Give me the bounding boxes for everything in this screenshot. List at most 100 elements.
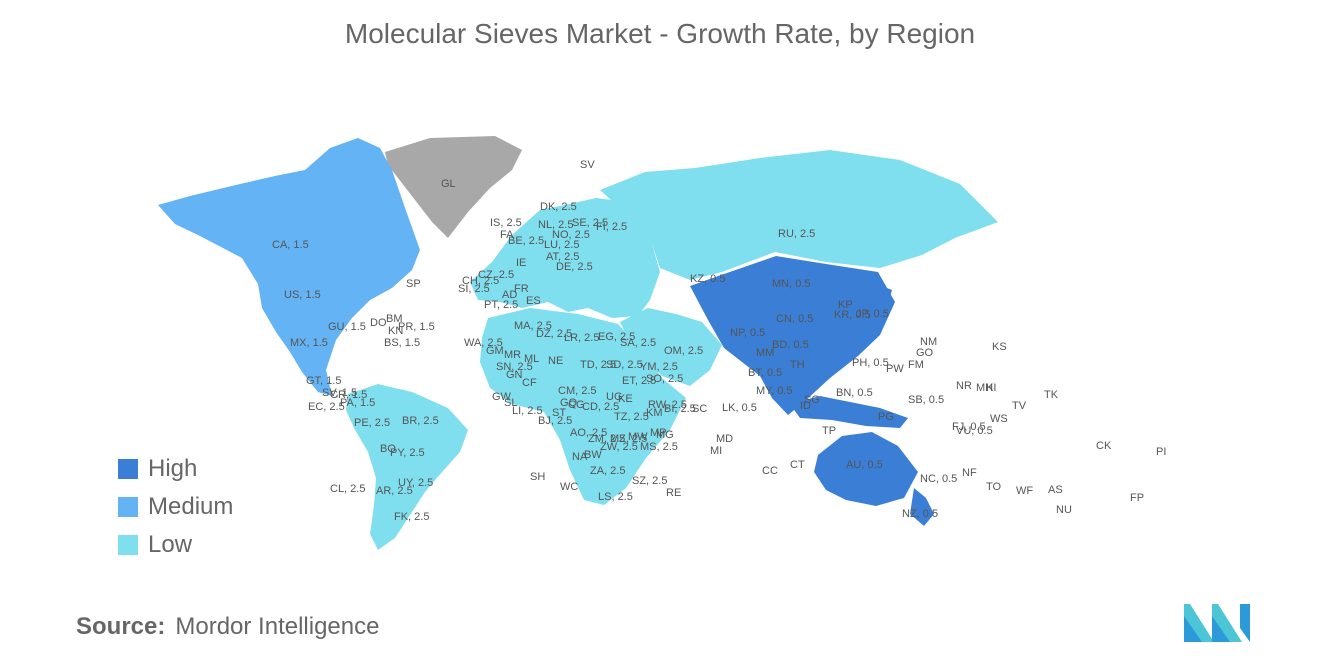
map-label-id-61: ID	[800, 400, 811, 412]
map-label-cr-6: CR, 1.5	[330, 389, 367, 401]
map-label-bd-52: BD, 0.5	[772, 339, 809, 351]
map-label-mr-85: MR	[504, 349, 521, 361]
map-label-ck-141: CK	[1096, 440, 1112, 452]
map-label-kz-45: KZ, 0.5	[690, 273, 725, 285]
map-label-bi-115: BI, 2.5	[664, 403, 696, 415]
map-label-gt-4: GT, 1.5	[306, 375, 341, 387]
map-label-ym-77: YM, 2.5	[640, 361, 678, 373]
region-greenland	[385, 136, 522, 238]
region-asia-pacific	[690, 256, 895, 415]
map-label-rw-100: RW, 2.5	[648, 399, 687, 411]
map-label-uy-21: UY, 2.5	[398, 477, 433, 489]
map-label-lr-73: LR, 2.5	[564, 332, 599, 344]
source-value: Mordor Intelligence	[175, 613, 380, 640]
region-north-america	[158, 138, 420, 396]
map-label-go-126: GO	[916, 347, 934, 359]
map-label-cn-47: CN, 0.5	[776, 313, 813, 325]
map-label-sz-110: SZ, 2.5	[632, 475, 667, 487]
legend-label-low: Low	[148, 531, 193, 558]
map-label-pa-7: PA, 1.5	[340, 397, 375, 409]
map-label-tv-133: TV	[1012, 400, 1027, 412]
map-label-mn-46: MN, 0.5	[772, 278, 811, 290]
map-label-gu-3: GU, 1.5	[328, 321, 366, 333]
map-label-ms-113: MS, 2.5	[640, 441, 678, 453]
map-label-cm-92: CM, 2.5	[558, 385, 597, 397]
map-label-sp-14: SP	[406, 278, 421, 290]
region-middle-east	[620, 308, 722, 386]
map-label-dk-25: DK, 2.5	[540, 201, 577, 213]
map-label-cl-23: CL, 2.5	[330, 483, 365, 495]
map-label-sg-58: SG	[804, 394, 820, 406]
map-label-to-137: TO	[986, 481, 1002, 493]
map-label-bm-10: BM	[386, 313, 403, 325]
map-label-bo-19: BO	[380, 443, 396, 455]
map-label-pg-62: PG	[878, 411, 894, 423]
map-label-ml-87: ML	[524, 353, 539, 365]
legend-swatch-medium	[118, 497, 138, 517]
map-label-sb-67: SB, 0.5	[908, 394, 944, 406]
map-label-ks-127: KS	[992, 341, 1007, 353]
map-label-ca-0: CA, 1.5	[272, 239, 309, 251]
map-label-lk-56: LK, 0.5	[722, 402, 757, 414]
legend-item-high: High	[118, 450, 233, 488]
region-new-zealand	[910, 488, 934, 526]
region-south-america	[346, 384, 468, 550]
map-label-th-55: TH	[790, 359, 805, 371]
map-label-ki-132: KI	[986, 382, 996, 394]
map-label-ph-60: PH, 0.5	[852, 357, 889, 369]
map-label-wc-121: WC	[560, 481, 578, 493]
map-label-fk-24: FK, 2.5	[394, 511, 429, 523]
map-label-sn-83: SN, 2.5	[496, 361, 533, 373]
map-label-gq-95: GQ	[560, 397, 578, 409]
map-label-wa-70: WA, 2.5	[464, 337, 503, 349]
map-label-bj-91: BJ, 2.5	[538, 415, 572, 427]
region-africa	[480, 308, 686, 505]
map-label-tp-63: TP	[822, 425, 836, 437]
map-label-no-31: NO, 2.5	[552, 229, 590, 241]
map-label-ma-71: MA, 2.5	[514, 320, 552, 332]
map-label-ch-38: CH, 2.5	[462, 275, 499, 287]
map-label-tk-134: TK	[1044, 389, 1059, 401]
map-label-et-80: ET, 2.5	[622, 375, 656, 387]
source-label: Source:	[76, 613, 166, 640]
map-label-ar-22: AR, 2.5	[376, 485, 413, 497]
map-label-fi-30: FI, 2.5	[596, 221, 627, 233]
legend-swatch-high	[118, 459, 138, 479]
map-label-sa-75: SA, 2.5	[620, 337, 656, 349]
region-australia	[814, 432, 918, 506]
map-label-fr-43: FR	[514, 283, 529, 295]
map-label-mi-118: MI	[710, 445, 722, 457]
source-line: Source: Mordor Intelligence	[76, 613, 379, 641]
map-label-si-39: SI, 2.5	[458, 283, 490, 295]
map-label-fp-143: FP	[1130, 492, 1144, 504]
map-label-om-76: OM, 2.5	[664, 345, 703, 357]
map-label-nm-125: NM	[920, 336, 937, 348]
map-label-km-114: KM	[646, 407, 663, 419]
map-label-my-57: MY, 0.5	[756, 385, 793, 397]
map-label-sh-120: SH	[530, 471, 545, 483]
map-label-pe-18: PE, 2.5	[354, 417, 390, 429]
map-label-cg-96: CG	[568, 399, 585, 411]
map-label-ct-124: CT	[790, 459, 805, 471]
map-label-is-26: IS, 2.5	[490, 217, 522, 229]
map-label-ad-41: AD	[502, 289, 517, 301]
region-europe	[470, 198, 660, 318]
map-label-sv-5: SV, 1.5	[322, 387, 357, 399]
map-label-as-139: AS	[1048, 484, 1063, 496]
map-label-cf-93: CF	[522, 377, 537, 389]
map-label-dz-72: DZ, 2.5	[536, 328, 572, 340]
map-label-sv-16: SV	[580, 159, 595, 171]
map-label-de-36: DE, 2.5	[556, 261, 593, 273]
region-russia-central-asia	[600, 150, 998, 280]
map-label-gm-84: GM	[486, 345, 504, 357]
map-label-py-20: PY, 2.5	[390, 447, 425, 459]
map-label-ws-135: WS	[990, 413, 1008, 425]
map-label-nu-140: NU	[1056, 504, 1072, 516]
map-label-ke-99: KE	[618, 393, 633, 405]
map-label-fa-27: FA	[500, 229, 514, 241]
legend-swatch-low	[118, 535, 138, 555]
map-label-kr-49: KR, 0.5	[834, 309, 871, 321]
map-label-mm-54: MM	[756, 347, 774, 359]
map-label-tz-101: TZ, 2.5	[614, 411, 649, 423]
